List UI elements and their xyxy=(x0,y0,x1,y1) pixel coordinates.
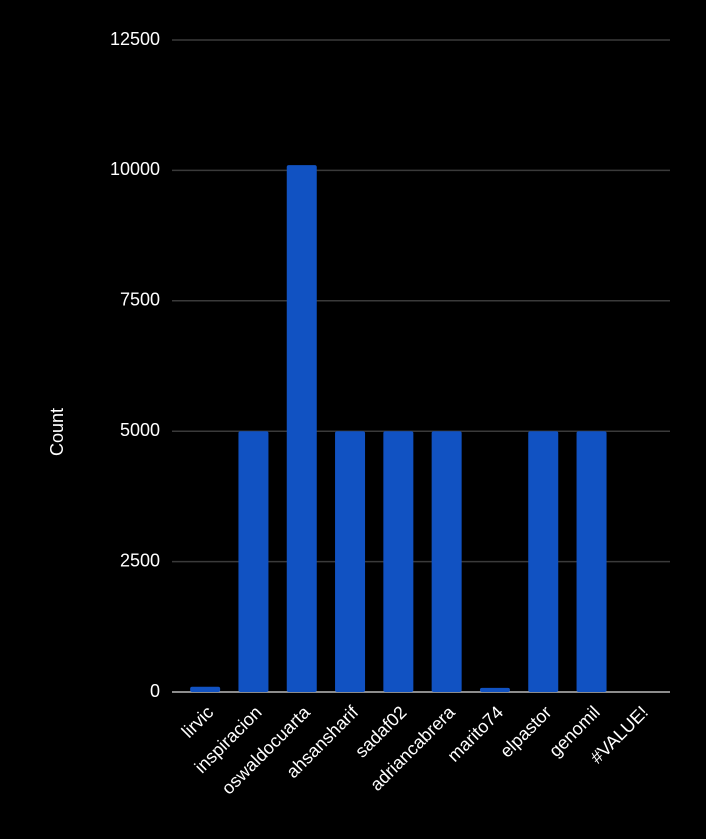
bar xyxy=(479,687,510,692)
bar xyxy=(528,431,559,692)
bar xyxy=(190,686,221,692)
bar xyxy=(286,165,317,692)
y-tick-label: 0 xyxy=(150,681,160,701)
y-tick-label: 2500 xyxy=(120,550,160,570)
y-tick-label: 5000 xyxy=(120,420,160,440)
bar xyxy=(238,431,269,692)
y-tick-label: 7500 xyxy=(120,290,160,310)
bar xyxy=(576,431,607,692)
bar xyxy=(335,431,366,692)
y-tick-label: 12500 xyxy=(110,29,160,49)
y-axis-label: Count xyxy=(47,408,67,456)
y-tick-label: 10000 xyxy=(110,159,160,179)
bar xyxy=(383,431,414,692)
bar xyxy=(431,431,462,692)
